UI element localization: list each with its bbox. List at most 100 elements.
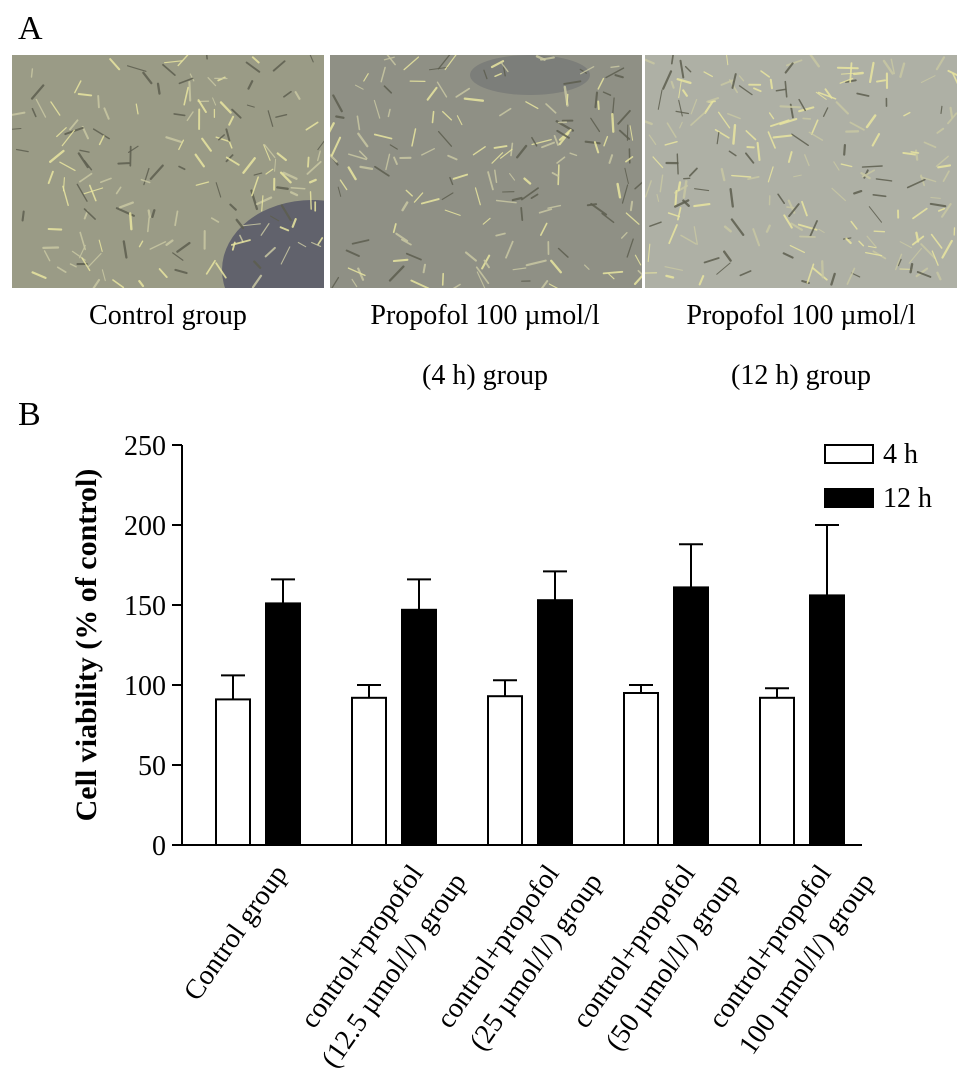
cell — [279, 226, 290, 232]
cell — [590, 117, 601, 133]
cell — [647, 243, 651, 263]
cell — [505, 240, 514, 259]
cell — [81, 257, 91, 272]
cell — [779, 105, 802, 109]
cell — [177, 55, 189, 67]
cell — [808, 131, 824, 141]
cell — [731, 73, 737, 89]
cell — [358, 150, 368, 160]
cell — [839, 77, 854, 84]
cell — [682, 89, 688, 97]
cell — [330, 122, 335, 133]
cell — [929, 202, 947, 208]
cell — [455, 87, 471, 98]
cell — [92, 278, 101, 288]
cell — [745, 152, 755, 164]
cell — [100, 177, 112, 183]
cell — [317, 237, 324, 246]
cell — [818, 228, 825, 233]
cell — [703, 257, 720, 264]
cell — [899, 62, 906, 78]
cell — [363, 73, 369, 82]
bar — [401, 608, 437, 846]
cell — [861, 165, 883, 168]
cell — [767, 131, 776, 149]
cell — [846, 267, 856, 285]
micrograph-image — [12, 55, 324, 288]
cell — [811, 267, 828, 281]
cell — [738, 75, 745, 82]
cell — [97, 94, 100, 109]
cell — [56, 266, 67, 273]
cell — [15, 148, 29, 153]
cell — [525, 259, 547, 267]
cell — [920, 75, 936, 83]
cell — [98, 239, 103, 252]
cell — [83, 208, 96, 220]
bar — [809, 594, 845, 847]
cell — [83, 187, 104, 195]
cell — [255, 196, 273, 206]
cell — [452, 283, 461, 288]
cell — [682, 180, 688, 199]
cell — [512, 267, 527, 271]
y-axis-label: Cell viability (% of control) — [70, 469, 103, 822]
cell — [317, 150, 321, 162]
cell — [690, 98, 698, 115]
cell — [499, 107, 512, 117]
cell — [456, 115, 463, 126]
cell — [624, 167, 629, 184]
cell — [331, 276, 340, 288]
cell — [280, 204, 292, 222]
cell — [902, 151, 917, 156]
cell — [89, 184, 97, 202]
cell — [149, 241, 167, 250]
bar — [673, 586, 709, 847]
cell — [245, 61, 261, 73]
cell — [388, 265, 405, 282]
cell — [112, 279, 125, 288]
cell — [890, 58, 896, 75]
cell — [760, 70, 770, 78]
cell — [876, 79, 886, 83]
micrograph-propofol-12h — [645, 55, 957, 288]
cell — [487, 171, 494, 191]
cell — [868, 206, 882, 223]
cell — [490, 60, 505, 69]
cell — [767, 166, 774, 183]
cell — [79, 172, 93, 183]
cell — [474, 187, 481, 206]
cell — [373, 133, 393, 140]
cell — [35, 98, 47, 118]
cell — [520, 206, 524, 222]
cell — [785, 59, 803, 67]
cell — [228, 115, 235, 126]
cell — [871, 133, 881, 147]
cell — [845, 237, 852, 245]
cell — [195, 181, 210, 186]
cell — [616, 182, 622, 199]
cell — [541, 141, 555, 149]
cell — [165, 136, 182, 143]
cell — [670, 80, 675, 89]
bar — [265, 602, 301, 847]
cell — [836, 66, 859, 70]
cell — [345, 249, 360, 257]
micrograph-propofol-4h — [330, 55, 642, 288]
cell — [251, 176, 259, 197]
bar — [623, 692, 659, 846]
y-tick-label: 250 — [124, 431, 166, 462]
cell — [920, 243, 936, 259]
cell — [629, 200, 634, 212]
cell — [251, 56, 260, 64]
cell — [678, 80, 682, 99]
cell — [188, 80, 192, 102]
cell — [662, 70, 673, 90]
cell — [30, 68, 34, 78]
cell — [135, 103, 139, 115]
cell — [652, 156, 664, 169]
cell — [12, 111, 26, 116]
cell — [253, 172, 263, 176]
